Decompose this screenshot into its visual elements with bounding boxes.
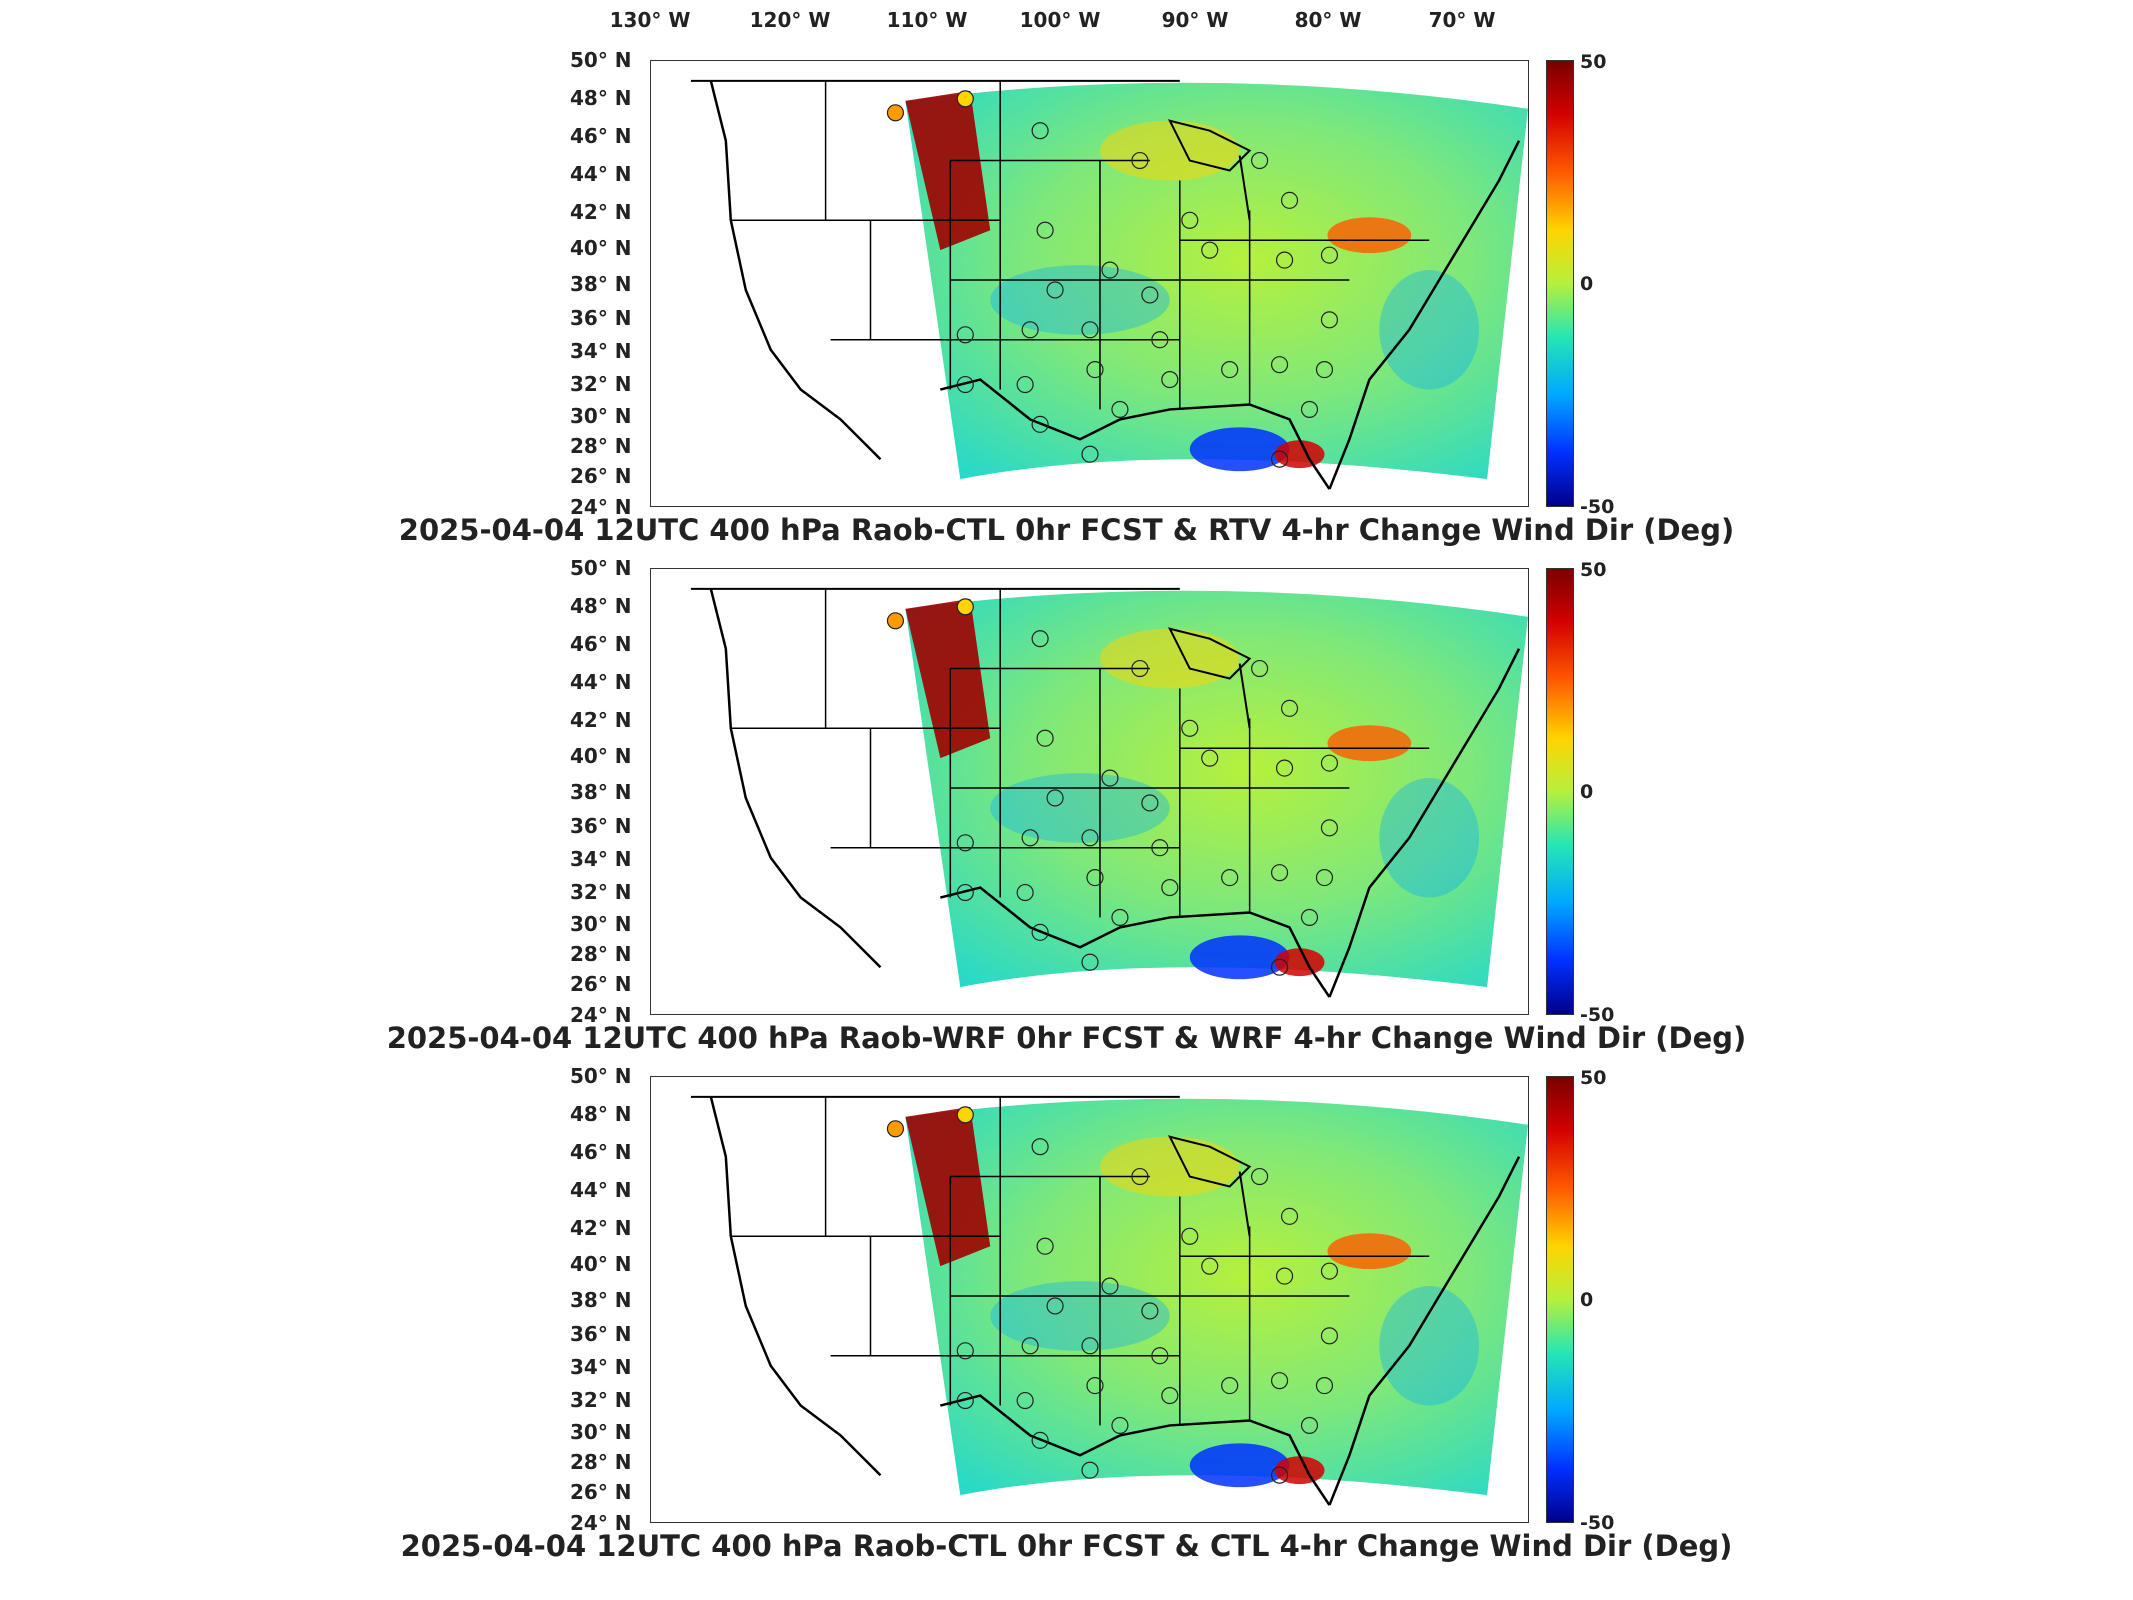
- lat-label: 32° N: [570, 880, 632, 904]
- lat-label: 24° N: [570, 495, 632, 519]
- lat-label: 30° N: [570, 1420, 632, 1444]
- colorbar: [1546, 568, 1574, 1015]
- lat-label: 38° N: [570, 780, 632, 804]
- lat-label: 30° N: [570, 404, 632, 428]
- lat-label: 26° N: [570, 1480, 632, 1504]
- lat-label: 42° N: [570, 708, 632, 732]
- anomaly-northeast: [1327, 217, 1412, 254]
- lat-label: 32° N: [570, 1388, 632, 1412]
- lat-label: 38° N: [570, 1288, 632, 1312]
- raob-stations: [886, 1106, 1339, 1484]
- anomaly-northwest: [905, 90, 991, 251]
- lat-label: 48° N: [570, 1102, 632, 1126]
- gulf-coast: [940, 1394, 1331, 1506]
- lat-label: 50° N: [570, 1064, 632, 1088]
- lat-label: 44° N: [570, 1178, 632, 1202]
- lon-label: 70° W: [1428, 8, 1496, 32]
- anomaly-northwest: [905, 1106, 991, 1267]
- model-domain-field: [905, 82, 1528, 480]
- lat-label: 24° N: [570, 1003, 632, 1027]
- east-coast: [1328, 1156, 1521, 1506]
- anomaly-florida: [1274, 440, 1325, 469]
- west-coast: [709, 80, 882, 461]
- lat-label: 46° N: [570, 1140, 632, 1164]
- lat-label: 32° N: [570, 372, 632, 396]
- lat-label: 40° N: [570, 236, 632, 260]
- lat-label: 46° N: [570, 124, 632, 148]
- lat-label: 38° N: [570, 272, 632, 296]
- lat-label: 42° N: [570, 200, 632, 224]
- west-coast: [709, 1096, 882, 1477]
- anomaly-gulf: [1189, 1443, 1290, 1488]
- gulf-coast: [940, 886, 1331, 998]
- lon-label: 100° W: [1019, 8, 1101, 32]
- lat-label: 36° N: [570, 814, 632, 838]
- model-domain-field: [905, 590, 1528, 988]
- anomaly-northwest: [905, 598, 991, 759]
- panel-title: 2025-04-04 12UTC 400 hPa Raob-WRF 0hr FC…: [386, 1021, 1747, 1055]
- wind-direction-map: [650, 60, 1529, 507]
- anomaly-gulf: [1189, 935, 1290, 980]
- lat-label: 40° N: [570, 1252, 632, 1276]
- longitude-axis: 130° W 120° W 110° W 100° W 90° W 80° W …: [0, 0, 2133, 40]
- wind-direction-map: [650, 1076, 1529, 1523]
- lat-label: 36° N: [570, 306, 632, 330]
- lon-label: 130° W: [609, 8, 691, 32]
- lat-label: 44° N: [570, 670, 632, 694]
- lon-label: 110° W: [886, 8, 968, 32]
- lat-label: 48° N: [570, 86, 632, 110]
- lat-label: 50° N: [570, 556, 632, 580]
- colorbar-mid-label: 0: [1580, 1289, 1594, 1311]
- lat-label: 34° N: [570, 847, 632, 871]
- colorbar: [1546, 60, 1574, 507]
- panel-title: 2025-04-04 12UTC 400 hPa Raob-CTL 0hr FC…: [400, 1529, 1733, 1563]
- lat-label: 28° N: [570, 942, 632, 966]
- colorbar-mid-label: 0: [1580, 781, 1594, 803]
- gulf-coast: [940, 378, 1331, 490]
- lat-label: 30° N: [570, 912, 632, 936]
- lat-label: 28° N: [570, 1450, 632, 1474]
- colorbar: [1546, 1076, 1574, 1523]
- raob-stations: [886, 90, 1339, 468]
- colorbar-min-label: -50: [1580, 1512, 1615, 1534]
- lat-label: 40° N: [570, 744, 632, 768]
- lon-label: 90° W: [1161, 8, 1229, 32]
- lat-label: 26° N: [570, 464, 632, 488]
- lat-label: 34° N: [570, 339, 632, 363]
- panel-title: 2025-04-04 12UTC 400 hPa Raob-CTL 0hr FC…: [398, 513, 1735, 547]
- colorbar-max-label: 50: [1580, 559, 1607, 581]
- state-borders: [730, 588, 1430, 918]
- lat-label: 50° N: [570, 48, 632, 72]
- lat-label: 24° N: [570, 1511, 632, 1535]
- anomaly-florida: [1274, 948, 1325, 977]
- anomaly-gulf: [1189, 427, 1290, 472]
- raob-stations: [886, 598, 1339, 976]
- anomaly-northeast: [1327, 1233, 1412, 1270]
- lon-label: 120° W: [749, 8, 831, 32]
- west-coast: [709, 588, 882, 969]
- lat-label: 26° N: [570, 972, 632, 996]
- lat-label: 34° N: [570, 1355, 632, 1379]
- lat-label: 42° N: [570, 1216, 632, 1240]
- lat-label: 48° N: [570, 594, 632, 618]
- colorbar-max-label: 50: [1580, 51, 1607, 73]
- lat-label: 36° N: [570, 1322, 632, 1346]
- lat-label: 28° N: [570, 434, 632, 458]
- wind-direction-map: [650, 568, 1529, 1015]
- colorbar-min-label: -50: [1580, 1004, 1615, 1026]
- east-coast: [1328, 140, 1521, 490]
- east-coast: [1328, 648, 1521, 998]
- lat-label: 46° N: [570, 632, 632, 656]
- state-borders: [730, 1096, 1430, 1426]
- state-borders: [730, 80, 1430, 410]
- lat-label: 44° N: [570, 162, 632, 186]
- colorbar-mid-label: 0: [1580, 273, 1594, 295]
- model-domain-field: [905, 1098, 1528, 1496]
- colorbar-min-label: -50: [1580, 496, 1615, 518]
- colorbar-max-label: 50: [1580, 1067, 1607, 1089]
- lon-label: 80° W: [1294, 8, 1362, 32]
- anomaly-florida: [1274, 1456, 1325, 1485]
- anomaly-northeast: [1327, 725, 1412, 762]
